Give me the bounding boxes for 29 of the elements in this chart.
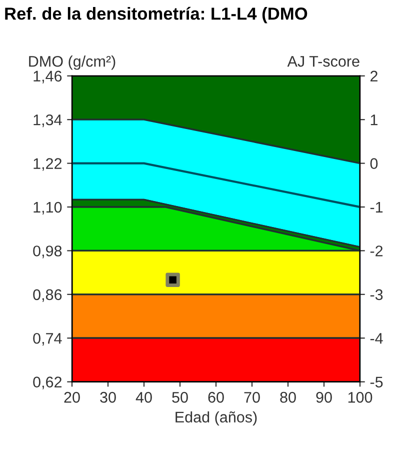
x-tick-label: 40	[136, 392, 152, 403]
y-tick-label: 0,62	[33, 376, 62, 390]
y-tick-label: 0,98	[33, 246, 62, 258]
y2-tick-label: -4	[370, 333, 383, 344]
y-tick-label: 1,10	[34, 202, 62, 214]
y2-tick-label: -5	[370, 376, 383, 388]
chart-title: Ref. de la densitometría: L1-L4 (DMO	[5, 6, 308, 24]
x-tick-label: 90	[316, 392, 332, 403]
y-tick-label: 0,86	[33, 289, 62, 302]
y-tick-label: 1,46	[34, 70, 62, 84]
x-tick-label: 80	[280, 392, 296, 403]
y2-tick-label: 0	[370, 158, 378, 169]
x-tick-label: 70	[244, 392, 260, 403]
y2-tick-label: -2	[370, 246, 383, 256]
x-tick-label: 30	[100, 392, 116, 403]
y2-tick-label: 2	[370, 70, 378, 82]
y2-tick-label: -1	[370, 202, 383, 213]
y2-axis-title: AJ T-score	[287, 56, 360, 67]
y-axis-title: DMO (g/cm²)	[29, 56, 116, 70]
x-tick-label: 20	[64, 392, 80, 403]
y2-tick-label: -3	[370, 289, 383, 300]
y-tick-label: 1,22	[34, 158, 62, 171]
y2-tick-label: 1	[370, 114, 378, 126]
x-axis-title: Edad (años)	[176, 411, 257, 426]
x-tick-label: 50	[172, 392, 188, 403]
x-tick-label: 60	[208, 392, 224, 403]
x-tick-label: 100	[348, 392, 372, 403]
y-tick-label: 1,34	[34, 114, 62, 128]
y-tick-label: 0,74	[33, 332, 62, 346]
